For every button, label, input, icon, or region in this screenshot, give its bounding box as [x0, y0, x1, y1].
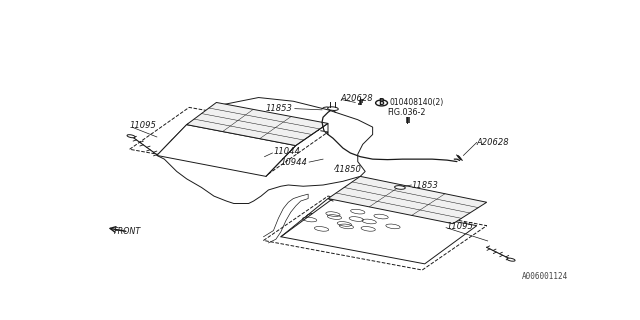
Text: A006001124: A006001124 [522, 272, 568, 281]
Polygon shape [187, 102, 328, 146]
Ellipse shape [328, 107, 339, 110]
Text: 11095: 11095 [447, 222, 474, 231]
Text: 010408140(2): 010408140(2) [389, 99, 444, 108]
Text: FIG.036-2: FIG.036-2 [388, 108, 426, 117]
Polygon shape [157, 124, 296, 176]
Text: 11044: 11044 [273, 147, 300, 156]
Polygon shape [157, 98, 372, 204]
Ellipse shape [507, 258, 515, 261]
Text: 11850: 11850 [335, 165, 362, 174]
Ellipse shape [395, 186, 405, 189]
Text: B: B [379, 99, 385, 108]
Text: 11853: 11853 [412, 180, 438, 189]
Text: FRONT: FRONT [114, 227, 141, 236]
Ellipse shape [127, 135, 135, 138]
Text: 11095: 11095 [129, 121, 156, 130]
Text: 11853: 11853 [266, 104, 292, 113]
Polygon shape [281, 198, 477, 264]
Polygon shape [328, 176, 486, 224]
Text: 10944: 10944 [280, 157, 307, 167]
Text: A20628: A20628 [477, 138, 509, 147]
Text: A20628: A20628 [340, 93, 373, 102]
